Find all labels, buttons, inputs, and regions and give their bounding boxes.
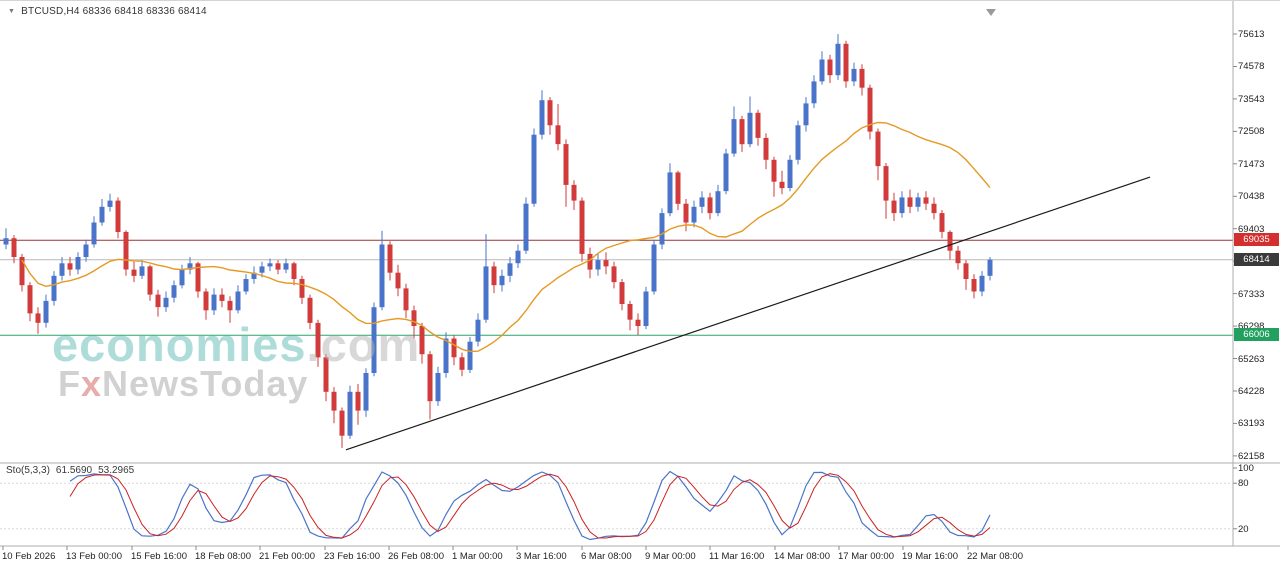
price-axis-label[interactable]: 67333 — [1238, 289, 1265, 300]
time-axis-label[interactable]: 6 Mar 08:00 — [581, 551, 632, 562]
time-axis-label[interactable]: 11 Mar 16:00 — [709, 551, 765, 562]
time-axis-label[interactable]: 15 Feb 16:00 — [131, 551, 187, 562]
price-axis-label[interactable]: 63193 — [1238, 418, 1265, 429]
price-badge-support: 66006 — [1234, 328, 1279, 341]
price-badge-resistance: 69035 — [1234, 233, 1279, 246]
stoch-k-value: 61.5690 — [55, 465, 93, 476]
candles-layer — [3, 34, 993, 448]
stoch-axis-label: 80 — [1238, 478, 1249, 489]
chart-shift-marker-icon[interactable] — [986, 9, 996, 16]
stoch-name: Sto(5,3,3) — [6, 465, 50, 476]
symbol-header: ▼ BTCUSD,H4 68336 68418 68336 68414 — [8, 6, 207, 17]
stoch-d-value: 53.2965 — [98, 465, 135, 476]
price-axis-label[interactable]: 66298 — [1238, 321, 1265, 332]
price-axis-label[interactable]: 72508 — [1238, 126, 1265, 137]
hlines-layer[interactable] — [0, 239, 1233, 336]
price-axis-label[interactable]: 73543 — [1238, 94, 1265, 105]
price-axis-label[interactable]: 62158 — [1238, 451, 1265, 462]
time-axis-label[interactable]: 23 Feb 16:00 — [324, 551, 380, 562]
price-axis-label[interactable]: 71473 — [1238, 159, 1265, 170]
time-axis-label[interactable]: 13 Feb 00:00 — [66, 551, 122, 562]
time-axis-label[interactable]: 22 Mar 08:00 — [967, 551, 1023, 562]
price-badge-current-price: 68414 — [1234, 253, 1279, 266]
time-axis-label[interactable]: 26 Feb 08:00 — [388, 551, 444, 562]
time-axis-label[interactable]: 3 Mar 16:00 — [516, 551, 567, 562]
price-axis-label[interactable]: 64228 — [1238, 386, 1265, 397]
price-axis-label[interactable]: 75613 — [1238, 29, 1265, 40]
time-axis-label[interactable]: 14 Mar 08:00 — [774, 551, 830, 562]
price-axis-label[interactable]: 65263 — [1238, 354, 1265, 365]
time-axis-label[interactable]: 17 Mar 00:00 — [838, 551, 894, 562]
time-axis-label[interactable]: 19 Mar 16:00 — [902, 551, 958, 562]
time-axis-label[interactable]: 10 Feb 2026 — [2, 551, 56, 562]
stochastic-indicator-label: Sto(5,3,3) 61.5690 53.2965 — [6, 465, 140, 476]
symbol-ohlc-text: BTCUSD,H4 68336 68418 68336 68414 — [21, 6, 207, 17]
stoch-axis-label: 100 — [1238, 463, 1254, 474]
price-axis-label[interactable]: 70438 — [1238, 191, 1265, 202]
price-axis-label[interactable]: 74578 — [1238, 61, 1265, 72]
price-axis-label[interactable]: 69403 — [1238, 224, 1265, 235]
chevron-down-icon[interactable]: ▼ — [8, 8, 16, 15]
moving-average-line[interactable] — [21, 121, 991, 353]
stoch-axis-label: 20 — [1238, 524, 1249, 535]
time-axis-label[interactable]: 1 Mar 00:00 — [452, 551, 503, 562]
stochastic-k-line — [69, 470, 991, 541]
time-axis-label[interactable]: 9 Mar 00:00 — [645, 551, 696, 562]
stochastic-d-line — [69, 473, 991, 539]
trendline[interactable] — [345, 176, 1151, 451]
time-axis-label[interactable]: 18 Feb 08:00 — [195, 551, 251, 562]
time-axis-label[interactable]: 21 Feb 00:00 — [259, 551, 315, 562]
